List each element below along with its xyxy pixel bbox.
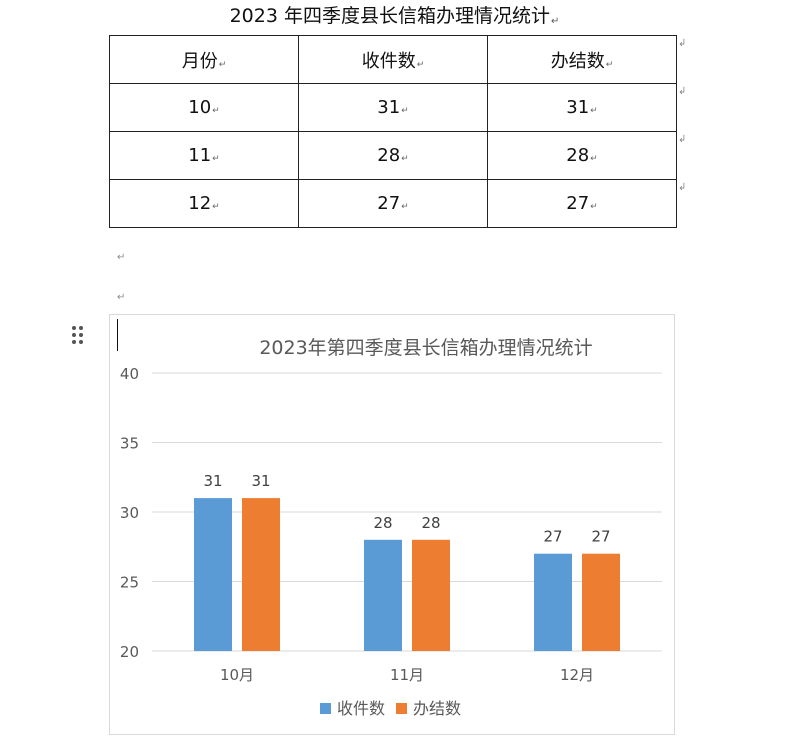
table-cell[interactable]: 27↵ bbox=[298, 179, 488, 228]
table-cell[interactable]: 12↵ bbox=[109, 179, 299, 228]
cell-month: 10 bbox=[188, 97, 212, 118]
x-tick-label: 12月 bbox=[560, 666, 594, 684]
empty-paragraph-mark: ↵ bbox=[117, 292, 126, 303]
y-tick-label: 35 bbox=[120, 435, 139, 453]
bar-received bbox=[194, 498, 232, 651]
chart-title: 2023年第四季度县长信箱办理情况统计 bbox=[259, 337, 592, 359]
row-end-mark: ↲ bbox=[678, 38, 687, 49]
row-end-mark: ↲ bbox=[678, 86, 687, 97]
paragraph-mark: ↵ bbox=[212, 106, 220, 116]
cell-month: 11 bbox=[188, 145, 212, 166]
header-month: 月份 bbox=[181, 50, 218, 72]
cell-received: 27 bbox=[377, 193, 401, 214]
cell-completed: 31 bbox=[566, 97, 590, 118]
empty-paragraph-mark: ↵ bbox=[117, 252, 126, 263]
y-tick-label: 20 bbox=[120, 643, 139, 661]
y-tick-label: 25 bbox=[120, 574, 139, 592]
paragraph-mark: ↵ bbox=[401, 202, 409, 212]
data-label: 28 bbox=[373, 514, 392, 532]
paragraph-mark: ↵ bbox=[590, 106, 598, 116]
text-cursor bbox=[117, 319, 118, 351]
chart-container[interactable]: 2023年第四季度县长信箱办理情况统计 20 25 30 35 40 10月 31 31 11月 2… bbox=[109, 314, 675, 735]
paragraph-mark: ↵ bbox=[551, 16, 560, 27]
table-cell[interactable]: 27↵ bbox=[487, 179, 677, 228]
table-header-cell[interactable]: 办结数↵ bbox=[487, 35, 677, 84]
x-tick-label: 10月 bbox=[220, 666, 254, 684]
paragraph-mark: ↵ bbox=[401, 154, 409, 164]
table-header-cell[interactable]: 月份↵ bbox=[109, 35, 299, 84]
table-cell[interactable]: 31↵ bbox=[487, 83, 677, 132]
bar-completed bbox=[412, 539, 450, 651]
y-tick-label: 30 bbox=[120, 504, 139, 522]
row-end-mark: ↲ bbox=[678, 182, 687, 193]
table-cell[interactable]: 31↵ bbox=[298, 83, 488, 132]
cell-completed: 28 bbox=[566, 145, 590, 166]
paragraph-mark: ↵ bbox=[212, 202, 220, 212]
document-title-text: 2023 年四季度县长信箱办理情况统计 bbox=[229, 5, 550, 27]
x-tick-label: 11月 bbox=[390, 666, 424, 684]
bar-received bbox=[364, 539, 402, 651]
paragraph-mark: ↵ bbox=[605, 59, 614, 70]
row-end-mark: ↲ bbox=[678, 134, 687, 145]
table-row: 12↵ 27↵ 27↵ bbox=[109, 179, 677, 228]
bar-completed bbox=[582, 553, 620, 651]
data-label: 31 bbox=[251, 472, 270, 490]
paragraph-mark: ↵ bbox=[590, 154, 598, 164]
header-received: 收件数 bbox=[361, 50, 416, 72]
table-header-row: 月份↵ 收件数↵ 办结数↵ bbox=[109, 35, 677, 84]
paragraph-mark: ↵ bbox=[218, 59, 227, 70]
stats-table: 月份↵ 收件数↵ 办结数↵ 10↵ 31↵ 31↵ 11↵ 28↵ 28↵ 12… bbox=[109, 35, 677, 228]
table-row: 10↵ 31↵ 31↵ bbox=[109, 83, 677, 132]
table-cell[interactable]: 28↵ bbox=[298, 131, 488, 180]
paragraph-mark: ↵ bbox=[401, 106, 409, 116]
data-label: 31 bbox=[203, 472, 222, 490]
table-row: 11↵ 28↵ 28↵ bbox=[109, 131, 677, 180]
y-tick-label: 40 bbox=[120, 365, 139, 383]
data-label: 28 bbox=[421, 514, 440, 532]
header-completed: 办结数 bbox=[550, 50, 605, 72]
paragraph-mark: ↵ bbox=[590, 202, 598, 212]
cell-completed: 27 bbox=[566, 193, 590, 214]
legend-swatch bbox=[320, 703, 331, 714]
data-label: 27 bbox=[591, 528, 610, 546]
cell-received: 31 bbox=[377, 97, 401, 118]
table-header-cell[interactable]: 收件数↵ bbox=[298, 35, 488, 84]
drag-handle-icon[interactable] bbox=[72, 326, 84, 346]
table-cell[interactable]: 28↵ bbox=[487, 131, 677, 180]
bar-chart: 2023年第四季度县长信箱办理情况统计 20 25 30 35 40 10月 31 31 11月 2… bbox=[120, 337, 662, 718]
paragraph-mark: ↵ bbox=[416, 59, 425, 70]
cell-month: 12 bbox=[188, 193, 212, 214]
data-label: 27 bbox=[543, 528, 562, 546]
document-title: 2023 年四季度县长信箱办理情况统计↵ bbox=[0, 3, 789, 35]
legend-label: 办结数 bbox=[413, 699, 461, 718]
cell-received: 28 bbox=[377, 145, 401, 166]
table-cell[interactable]: 11↵ bbox=[109, 131, 299, 180]
bar-received bbox=[534, 553, 572, 651]
paragraph-mark: ↵ bbox=[212, 154, 220, 164]
legend-swatch bbox=[396, 703, 407, 714]
bar-completed bbox=[242, 498, 280, 651]
table-cell[interactable]: 10↵ bbox=[109, 83, 299, 132]
legend-label: 收件数 bbox=[337, 699, 385, 718]
